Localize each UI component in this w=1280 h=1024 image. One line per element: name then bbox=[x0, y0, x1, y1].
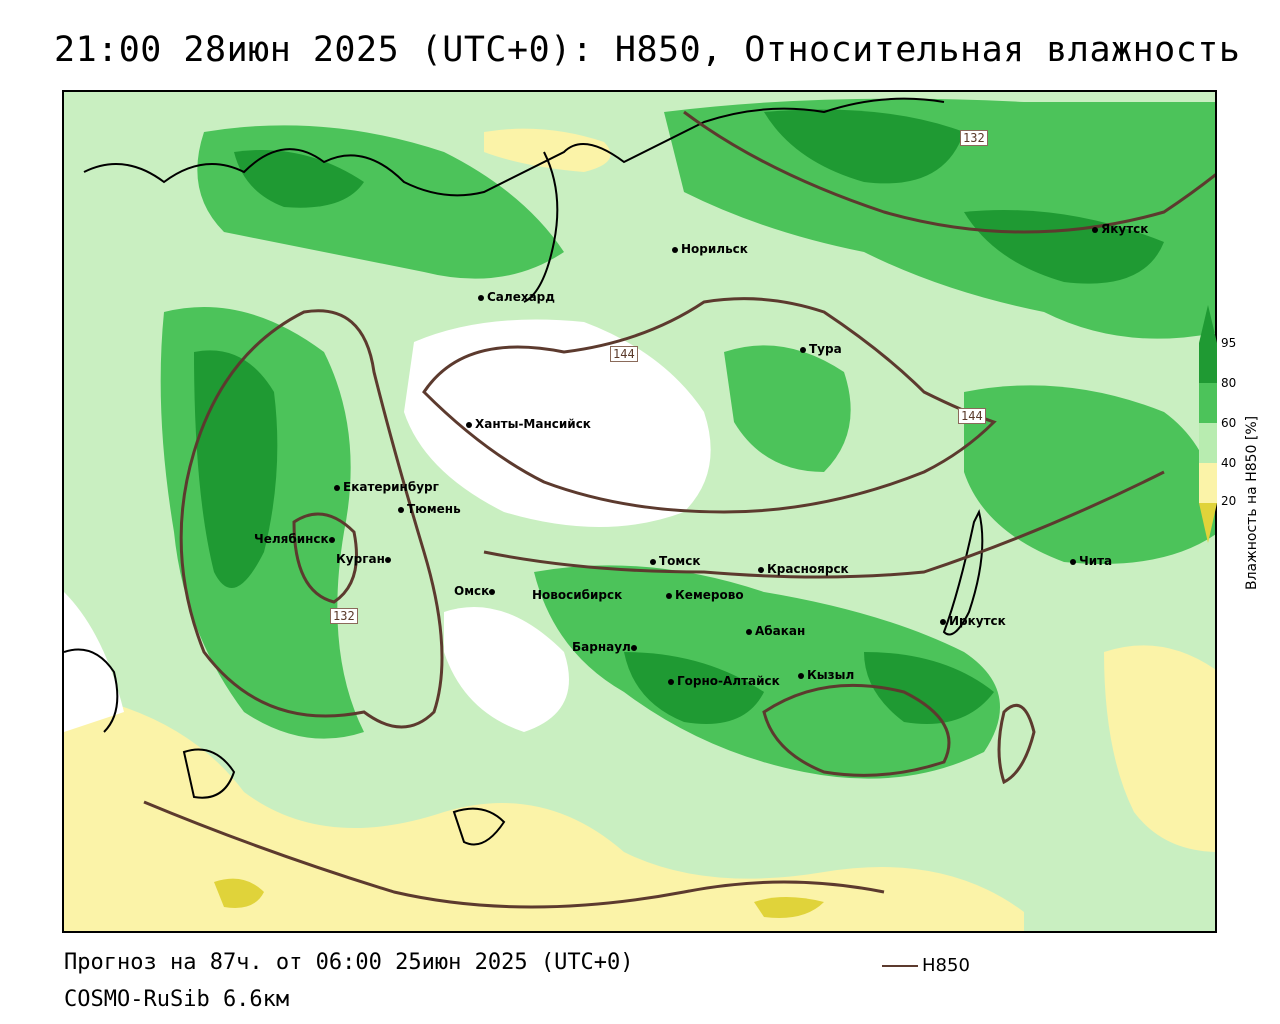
dry-region-south bbox=[64, 692, 1024, 931]
arctic-coastline bbox=[83, 97, 945, 197]
model-name: COSMO-RuSib 6.6км bbox=[64, 987, 290, 1012]
colorbar-bottom-arrow bbox=[1199, 503, 1217, 543]
city-salekhard: Салехард bbox=[478, 290, 555, 304]
city-tomsk: Томск bbox=[650, 554, 701, 568]
humid-region-east bbox=[964, 385, 1215, 564]
humid-region-south-siberia bbox=[534, 565, 1000, 779]
contour-132-kurgan bbox=[292, 512, 358, 604]
city-kurgan: Курган bbox=[336, 552, 394, 566]
contour-132-west bbox=[179, 309, 444, 729]
city-marker-icon bbox=[672, 246, 678, 253]
city-tyumen: Тюмень bbox=[398, 502, 461, 516]
very-humid-region-ural bbox=[194, 350, 278, 588]
contour-sayan bbox=[762, 683, 951, 777]
city-marker-icon bbox=[328, 536, 335, 543]
contour-label: 132 bbox=[330, 608, 358, 624]
city-marker-icon bbox=[940, 618, 946, 625]
colorbar-tick: 80 bbox=[1221, 376, 1237, 390]
city-marker-icon bbox=[334, 484, 340, 491]
city-gorno-altaysk: Горно-Алтайск bbox=[668, 674, 780, 688]
city-marker-icon bbox=[650, 558, 656, 565]
city-yekaterinburg: Екатеринбург bbox=[334, 480, 439, 494]
very-humid-region-yamal bbox=[234, 150, 364, 208]
colorbar-segment-80 bbox=[1199, 383, 1217, 423]
very-humid-region-taymyr bbox=[764, 109, 964, 184]
city-marker-icon bbox=[398, 506, 404, 513]
neutral-zone-west-siberia bbox=[404, 319, 711, 527]
neutral-zone-omsk bbox=[444, 607, 569, 732]
city-omsk: Омск bbox=[454, 584, 498, 598]
city-marker-icon bbox=[1070, 558, 1076, 565]
humidity-map-graphic bbox=[64, 92, 1215, 931]
very-dry-patch-2 bbox=[754, 897, 824, 918]
colorbar-title: Влажность на H850 [%] bbox=[1244, 415, 1260, 590]
city-marker-icon bbox=[466, 421, 472, 428]
city-barnaul: Барнаул bbox=[572, 640, 640, 654]
city-irkutsk: Иркутск bbox=[940, 614, 1006, 628]
contour-north bbox=[683, 110, 1215, 234]
map-area: Норильск Якутск Салехард Тура Ханты-Манс… bbox=[62, 90, 1217, 933]
caspian-coast bbox=[182, 748, 236, 799]
city-chita: Чита bbox=[1070, 554, 1112, 568]
city-marker-icon bbox=[666, 592, 672, 599]
city-tura: Тура bbox=[800, 342, 842, 356]
yamal-coastline bbox=[523, 151, 559, 303]
city-kyzyl: Кызыл bbox=[798, 668, 854, 682]
contour-label: 144 bbox=[610, 346, 638, 362]
contour-east bbox=[997, 703, 1036, 785]
city-marker-icon bbox=[489, 588, 496, 595]
colorbar-segment-95 bbox=[1199, 343, 1217, 383]
city-marker-icon bbox=[478, 294, 484, 301]
colorbar-segment-60 bbox=[1199, 423, 1217, 463]
contour-central bbox=[483, 470, 1165, 579]
contour-label: 144 bbox=[958, 408, 986, 424]
city-novosibirsk: Новосибирск bbox=[532, 588, 623, 602]
city-kemerovo: Кемерово bbox=[666, 588, 744, 602]
city-marker-icon bbox=[800, 346, 806, 353]
balkhash-lake bbox=[452, 807, 506, 846]
city-chelyabinsk: Челябинск bbox=[254, 532, 338, 546]
map-title: 21:00 28июн 2025 (UTC+0): H850, Относите… bbox=[54, 30, 1241, 70]
very-dry-patch-1 bbox=[214, 878, 264, 908]
forecast-info: Прогноз на 87ч. от 06:00 25июн 2025 (UTC… bbox=[64, 950, 634, 975]
dry-region-north bbox=[484, 128, 611, 172]
line-legend-swatch bbox=[882, 965, 918, 967]
colorbar-tick: 20 bbox=[1221, 494, 1237, 508]
baikal-lake bbox=[942, 509, 984, 636]
very-humid-region-altai bbox=[624, 652, 764, 724]
very-humid-region-sayan bbox=[864, 652, 994, 724]
west-coastline bbox=[64, 648, 119, 733]
colorbar-tick: 40 bbox=[1221, 456, 1237, 470]
city-abakan: Абакан bbox=[746, 624, 805, 638]
city-marker-icon bbox=[630, 644, 637, 651]
colorbar-segment-40 bbox=[1199, 463, 1217, 503]
dry-region-east bbox=[1104, 645, 1215, 852]
colorbar-tick: 95 bbox=[1221, 336, 1237, 350]
city-yakutsk: Якутск bbox=[1092, 222, 1148, 236]
neutral-zone-west bbox=[64, 592, 124, 732]
city-krasnoyarsk: Красноярск bbox=[758, 562, 849, 576]
colorbar-tick: 60 bbox=[1221, 416, 1237, 430]
city-marker-icon bbox=[668, 678, 674, 685]
city-marker-icon bbox=[746, 628, 752, 635]
city-khanty-mansiysk: Ханты-Мансийск bbox=[466, 417, 591, 431]
very-humid-region-yakutia bbox=[964, 210, 1164, 284]
humidity-colorbar bbox=[1199, 305, 1217, 543]
city-norilsk: Норильск bbox=[672, 242, 748, 256]
city-marker-icon bbox=[384, 556, 391, 563]
city-marker-icon bbox=[798, 672, 804, 679]
city-marker-icon bbox=[1092, 226, 1098, 233]
contour-label: 132 bbox=[960, 130, 988, 146]
line-legend: H850 bbox=[882, 955, 970, 976]
humid-region-tura bbox=[724, 345, 851, 472]
colorbar-top-arrow bbox=[1199, 305, 1217, 343]
line-legend-label: H850 bbox=[922, 955, 970, 976]
contour-south bbox=[143, 800, 885, 909]
city-marker-icon bbox=[758, 566, 764, 573]
